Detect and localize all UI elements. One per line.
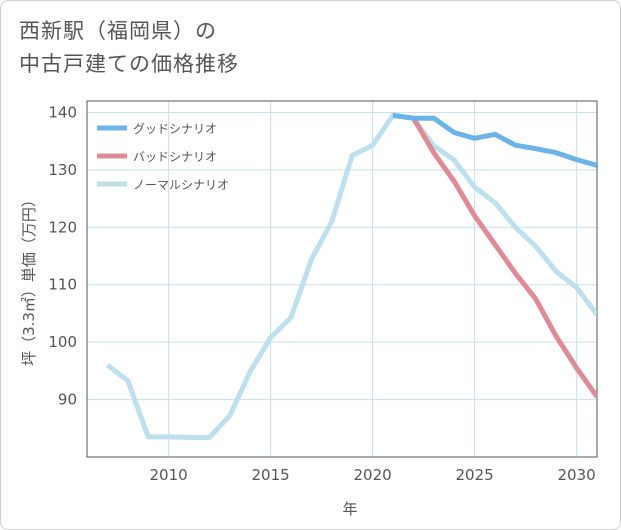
chart-title: 西新駅（福岡県）の 中古戸建ての価格推移 (19, 15, 239, 81)
y-tick-label: 120 (48, 218, 77, 236)
x-tick-label: 2010 (150, 466, 188, 484)
y-tick-label: 100 (48, 333, 77, 351)
series-lines (105, 112, 597, 440)
legend-label-1: バッドシナリオ (133, 150, 217, 164)
chart-title-line2: 中古戸建ての価格推移 (19, 52, 239, 76)
y-tick-label: 110 (48, 276, 77, 294)
axis-labels: 年 坪（3.3㎡）単価（万円） (20, 192, 358, 518)
legend-label-2: ノーマルシナリオ (133, 178, 229, 192)
y-tick-label: 140 (48, 103, 77, 121)
plot-area-border (86, 100, 598, 458)
series-line-1 (392, 112, 597, 399)
x-axis-label: 年 (342, 500, 357, 518)
x-tick-label: 2015 (252, 466, 290, 484)
legend-label-0: グッドシナリオ (133, 122, 217, 136)
chart-title-line1: 西新駅（福岡県）の (19, 19, 217, 43)
y-tick-label: 130 (48, 161, 77, 179)
x-tick-label: 2025 (456, 466, 494, 484)
x-tick-label: 2020 (354, 466, 392, 484)
x-tick-label: 2030 (558, 466, 596, 484)
series-line-0 (392, 112, 597, 168)
axes: 2010 2015 2020 2025 2030 90 100 110 120 130 140 (48, 100, 598, 484)
y-axis-label: 坪（3.3㎡）単価（万円） (20, 192, 38, 366)
y-tick-label: 90 (58, 391, 77, 409)
series-line-2 (105, 112, 597, 440)
